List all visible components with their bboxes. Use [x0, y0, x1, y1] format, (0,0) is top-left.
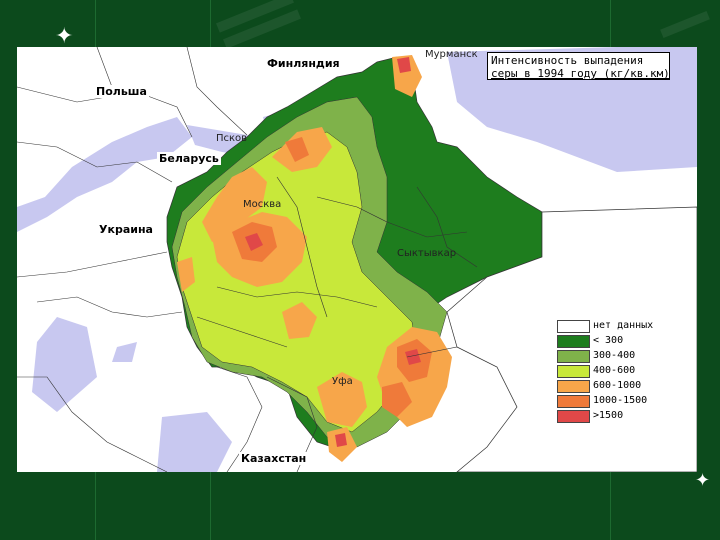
legend-swatch	[557, 410, 590, 423]
region-over-1500	[397, 57, 411, 73]
sparkle-icon: ✦	[695, 470, 711, 491]
country-label-poland: Польша	[94, 85, 149, 98]
legend-label: >1500	[593, 410, 624, 421]
region-over-1500	[335, 433, 347, 447]
map-legend: нет данных < 300 300-400 400-600 600-100…	[557, 319, 687, 424]
region-600-1000	[202, 167, 267, 242]
region-600-1000	[317, 372, 367, 427]
legend-item: >1500	[557, 409, 687, 424]
legend-item: < 300	[557, 334, 687, 349]
region-600-1000	[282, 302, 317, 339]
legend-item: 600-1000	[557, 379, 687, 394]
map-title-line2: серы в 1994 году (кг/кв.км)	[491, 67, 670, 80]
map-title-line1: Интенсивность выпадения	[491, 54, 644, 67]
legend-label: 600-1000	[593, 380, 642, 391]
map-panel: Интенсивность выпадения серы в 1994 году…	[17, 47, 697, 472]
country-label-belarus: Беларусь	[157, 152, 221, 165]
country-label-kazakhstan: Казахстан	[239, 452, 309, 465]
legend-item: нет данных	[557, 319, 687, 334]
sulfur-deposition-map	[17, 47, 697, 472]
city-label-moscow: Москва	[243, 199, 282, 210]
background-stripe	[660, 10, 710, 39]
legend-swatch	[557, 395, 590, 408]
country-label-ukraine: Украина	[97, 223, 155, 236]
region-over-1500	[245, 233, 263, 251]
country-label-finland: Финляндия	[265, 57, 342, 70]
city-label-ufa: Уфа	[332, 376, 353, 387]
city-label-pskov: Псков	[216, 133, 248, 144]
region-over-1500	[405, 349, 421, 365]
legend-label: 400-600	[593, 365, 636, 376]
legend-swatch	[557, 320, 590, 333]
legend-label: 1000-1500	[593, 395, 648, 406]
region-1000-1500	[382, 382, 412, 417]
legend-label: нет данных	[593, 320, 654, 331]
legend-item: 300-400	[557, 349, 687, 364]
black-sea	[32, 317, 97, 412]
legend-swatch	[557, 350, 590, 363]
sea-of-azov	[112, 342, 137, 362]
legend-swatch	[557, 335, 590, 348]
city-label-syktyvkar: Сыктывкар	[397, 248, 457, 259]
legend-swatch	[557, 380, 590, 393]
sparkle-icon: ✦	[55, 24, 74, 49]
legend-label: < 300	[593, 335, 624, 346]
region-1000-1500	[285, 137, 309, 162]
caspian-sea	[157, 412, 232, 472]
baltic-sea	[17, 117, 192, 232]
legend-item: 400-600	[557, 364, 687, 379]
legend-item: 1000-1500	[557, 394, 687, 409]
legend-label: 300-400	[593, 350, 636, 361]
region-600-1000	[177, 257, 195, 292]
city-label-murmansk: Мурманск	[425, 49, 478, 60]
map-title: Интенсивность выпадения серы в 1994 году…	[487, 52, 670, 80]
legend-swatch	[557, 365, 590, 378]
